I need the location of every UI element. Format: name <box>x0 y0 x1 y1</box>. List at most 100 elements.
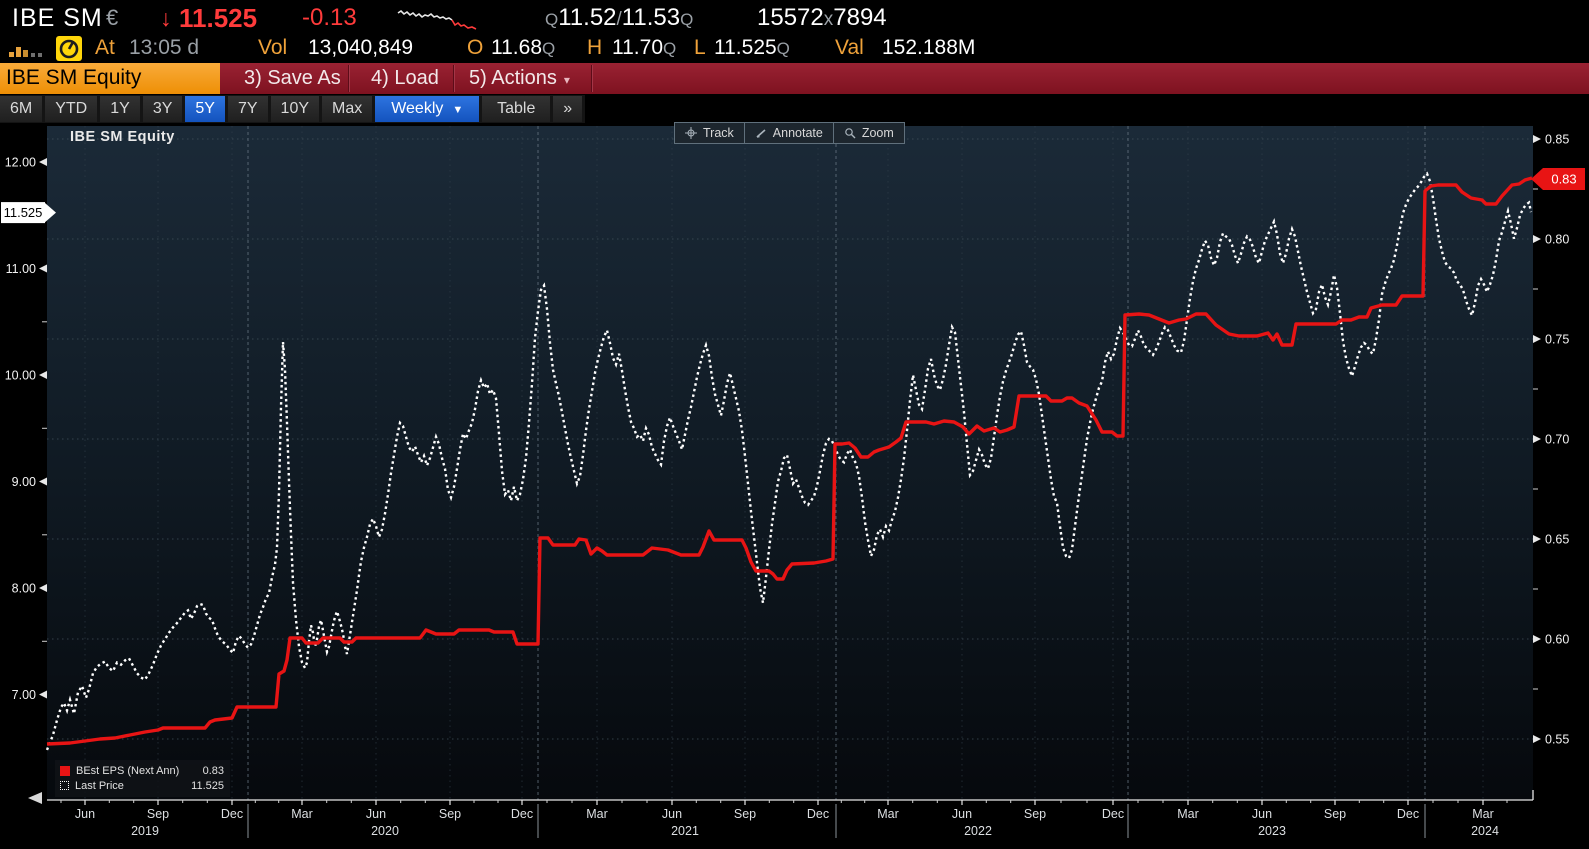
x-year-label: 2024 <box>1471 824 1499 838</box>
track-button[interactable]: Track <box>675 123 745 143</box>
chart-tool-buttons: Track Annotate Zoom <box>674 122 905 144</box>
high-value: 11.70Q <box>612 36 677 59</box>
menu-separator <box>453 65 454 92</box>
menu-separator <box>348 65 349 92</box>
right-axis-tick-label: 0.55 <box>1545 733 1569 747</box>
period-tab-6m[interactable]: 6M <box>0 96 43 122</box>
x-year-label: 2020 <box>371 824 399 838</box>
last-price: 11.525 <box>179 3 258 33</box>
security-tab[interactable]: IBE SM Equity <box>0 63 220 94</box>
x-month-label: Sep <box>734 807 756 821</box>
x-year-label: 2022 <box>964 824 992 838</box>
chart-legend: BEst EPS (Next Ann) 0.83 Last Price 11.5… <box>55 760 230 797</box>
legend-value: 11.525 <box>191 779 224 792</box>
period-tab-10y[interactable]: 10Y <box>270 96 320 122</box>
legend-item-eps[interactable]: BEst EPS (Next Ann) 0.83 <box>60 763 224 778</box>
market-status-gauge-icon <box>56 36 82 61</box>
ask-q-flag: Q <box>680 10 694 29</box>
right-axis-tick-arrow <box>1533 535 1541 543</box>
size-x: x <box>823 9 834 30</box>
legend-label: BEst EPS (Next Ann) <box>76 764 180 777</box>
eps-red-swatch-icon <box>60 765 70 776</box>
zoom-magnifier-icon <box>845 128 856 139</box>
period-tab-1y[interactable]: 1Y <box>100 96 140 122</box>
x-year-label: 2019 <box>131 824 159 838</box>
legend-item-last-price[interactable]: Last Price 11.525 <box>60 778 224 793</box>
legend-value: 0.83 <box>202 764 224 777</box>
x-month-label: Mar <box>586 807 608 821</box>
left-axis-tick-arrow <box>39 264 47 273</box>
right-axis-tick-label: 0.75 <box>1545 333 1569 347</box>
left-axis-tick-arrow <box>39 477 47 486</box>
chevron-down-icon: ▼ <box>452 104 464 116</box>
price-down-arrow-icon: ↓ <box>160 5 172 31</box>
x-month-label: Jun <box>75 807 95 821</box>
period-tab-5y-active[interactable]: 5Y <box>185 96 225 122</box>
right-axis-tick-arrow <box>1533 735 1541 743</box>
x-month-label: Mar <box>1472 807 1494 821</box>
save-as-button[interactable]: 3) Save As <box>244 67 341 89</box>
quote-time: 13:05 d <box>129 36 200 59</box>
legend-label: Last Price <box>75 779 124 792</box>
left-axis-tick-label: 9.00 <box>12 475 36 489</box>
left-axis-tick-arrow <box>39 584 47 592</box>
value-traded: 152.188M <box>882 36 976 59</box>
plot-background <box>47 126 1533 800</box>
period-tab-max[interactable]: Max <box>322 96 373 122</box>
right-axis-tick-label: 0.60 <box>1545 633 1569 647</box>
toolbar-filler <box>585 95 1589 123</box>
left-axis-tick-arrow <box>39 690 47 699</box>
x-month-label: Mar <box>1177 807 1199 821</box>
zoom-button[interactable]: Zoom <box>834 123 904 143</box>
table-button[interactable]: Table <box>482 96 551 122</box>
period-tab-7y[interactable]: 7Y <box>227 96 268 122</box>
last-price-axis-marker: 11.525 <box>1 202 56 224</box>
x-month-label: Dec <box>511 807 533 821</box>
more-tabs-button[interactable]: » <box>553 96 583 122</box>
svg-text:11.525: 11.525 <box>4 205 43 220</box>
ask-size: 7894 <box>833 4 887 31</box>
load-button[interactable]: 4) Load <box>371 67 439 89</box>
menu-strip: 3) Save As 4) Load 5) Actions ▾ <box>220 63 1589 94</box>
actions-menu-button[interactable]: 5) Actions ▾ <box>469 67 570 89</box>
volume-value: 13,040,849 <box>308 36 414 59</box>
x-month-label: Dec <box>1397 807 1419 821</box>
bid-ask-quote: Q11.52/11.53Q <box>545 2 693 34</box>
low-value: 11.525Q <box>714 36 790 59</box>
period-tab-ytd[interactable]: YTD <box>45 96 98 122</box>
period-tab-3y[interactable]: 3Y <box>142 96 183 122</box>
at-label: At <box>95 36 115 59</box>
x-month-label: Dec <box>807 807 829 821</box>
x-month-label: Mar <box>291 807 313 821</box>
val-label: Val <box>835 36 864 59</box>
mini-bars-icon <box>8 42 50 58</box>
currency-label: € <box>106 5 119 30</box>
axis-scroll-left-arrow[interactable] <box>28 792 42 804</box>
left-axis-tick-arrow <box>39 158 47 166</box>
chart-title: IBE SM Equity <box>70 129 175 145</box>
right-axis-tick-label: 0.70 <box>1545 433 1569 447</box>
high-label: H <box>587 36 603 59</box>
bid-price: 11.52 <box>558 4 617 31</box>
frequency-dropdown[interactable]: Weekly ▼ <box>375 96 480 122</box>
left-axis-tick-label: 10.00 <box>5 369 36 383</box>
open-value: 11.68Q <box>491 36 556 59</box>
chevron-down-icon: ▾ <box>563 73 570 87</box>
left-axis-tick-label: 7.00 <box>12 688 36 702</box>
ask-price: 11.53 <box>621 4 681 31</box>
left-axis-tick-label: 8.00 <box>12 582 36 596</box>
x-month-label: Jun <box>366 807 386 821</box>
right-axis-tick-label: 0.80 <box>1545 233 1569 247</box>
svg-text:0.83: 0.83 <box>1551 172 1576 187</box>
x-month-label: Sep <box>1324 807 1346 821</box>
right-axis-tick-arrow <box>1533 335 1541 343</box>
left-axis-tick-label: 11.00 <box>6 262 36 276</box>
open-label: O <box>467 36 484 59</box>
low-label: L <box>694 36 706 59</box>
right-axis-tick-arrow <box>1533 235 1541 243</box>
annotate-button[interactable]: Annotate <box>745 123 834 143</box>
track-crosshair-icon <box>685 127 697 139</box>
x-month-label: Sep <box>439 807 461 821</box>
